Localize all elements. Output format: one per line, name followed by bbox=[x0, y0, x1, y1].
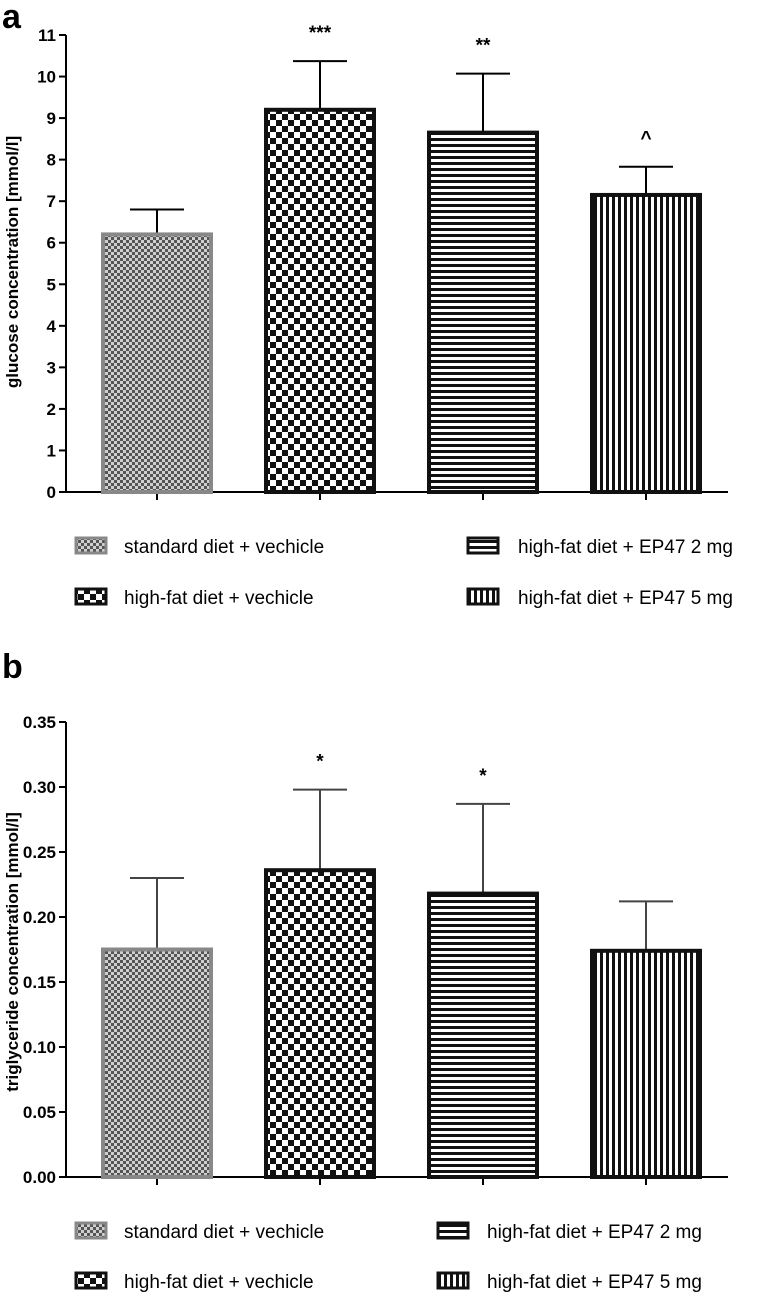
y-tick-label: 0.35 bbox=[23, 713, 56, 732]
y-tick-label: 0.30 bbox=[23, 778, 56, 797]
bar bbox=[264, 107, 376, 494]
legend-swatch bbox=[74, 1271, 108, 1290]
y-tick-label: 0.05 bbox=[23, 1103, 56, 1122]
panel-label-a: a bbox=[2, 0, 22, 36]
legend-swatch bbox=[74, 587, 108, 606]
glucose-chart: 0 1 2 3 4 5 6 7 8 9 10 11 glucose concentration [mmo… bbox=[3, 23, 728, 502]
legend-swatch bbox=[436, 1221, 470, 1240]
y-tick-label: 0.10 bbox=[23, 1038, 56, 1057]
legend-label: standard diet + vechicle bbox=[124, 1222, 324, 1243]
y-tick-label: 7 bbox=[47, 192, 56, 211]
y-tick-label: 0.25 bbox=[23, 843, 56, 862]
legend-swatch bbox=[74, 1221, 108, 1240]
legend-label: high-fat diet + vechicle bbox=[124, 1272, 314, 1293]
y-tick-label: 0.00 bbox=[23, 1168, 56, 1187]
bar bbox=[427, 130, 539, 495]
triglyceride-chart: 0.00 0.05 0.10 0.15 0.20 0.25 0.30 0.35 triglyce… bbox=[3, 713, 728, 1187]
significance-label: ^ bbox=[640, 129, 651, 150]
legend-label: standard diet + vechicle bbox=[124, 537, 324, 558]
legend-label: high-fat diet + EP47 2 mg bbox=[518, 537, 733, 558]
y-axis-label: glucose concentration [mmol/l] bbox=[3, 136, 22, 388]
y-tick-label: 5 bbox=[47, 275, 56, 294]
bar bbox=[101, 947, 213, 1179]
y-tick-label: 2 bbox=[47, 400, 56, 419]
y-tick-label: 0.15 bbox=[23, 973, 56, 992]
y-tick-label: 9 bbox=[47, 109, 56, 128]
legend-swatch bbox=[466, 536, 500, 555]
y-tick-label: 8 bbox=[47, 151, 56, 170]
y-tick-label: 0.20 bbox=[23, 908, 56, 927]
legend-swatch bbox=[74, 536, 108, 555]
glucose-legend: standard diet + vechicle high-fat diet + … bbox=[74, 536, 733, 609]
legend-swatch bbox=[466, 587, 500, 606]
bar bbox=[101, 232, 213, 494]
bar bbox=[590, 948, 702, 1179]
y-tick-label: 3 bbox=[47, 358, 56, 377]
panel-label-b: b bbox=[2, 648, 23, 686]
bar bbox=[427, 891, 539, 1179]
y-tick-label: 1 bbox=[47, 441, 56, 460]
legend-label: high-fat diet + vechicle bbox=[124, 588, 314, 609]
triglyceride-legend: standard diet + vechicle high-fat diet + … bbox=[74, 1221, 702, 1293]
y-tick-label: 6 bbox=[47, 234, 56, 253]
y-tick-label: 10 bbox=[37, 68, 56, 87]
y-tick-label: 11 bbox=[38, 26, 56, 45]
legend-label: high-fat diet + EP47 5 mg bbox=[487, 1272, 702, 1293]
bar bbox=[264, 868, 376, 1179]
significance-label: *** bbox=[309, 23, 332, 44]
y-axis-label: triglyceride concentration [mmol/l] bbox=[3, 812, 22, 1092]
significance-label: * bbox=[316, 752, 324, 773]
significance-label: * bbox=[479, 766, 487, 787]
legend-swatch bbox=[436, 1271, 470, 1290]
y-tick-label: 4 bbox=[47, 317, 57, 336]
legend-label: high-fat diet + EP47 2 mg bbox=[487, 1222, 702, 1243]
bar bbox=[590, 192, 702, 494]
significance-label: ** bbox=[476, 36, 491, 57]
y-tick-label: 0 bbox=[47, 483, 56, 502]
legend-label: high-fat diet + EP47 5 mg bbox=[518, 588, 733, 609]
